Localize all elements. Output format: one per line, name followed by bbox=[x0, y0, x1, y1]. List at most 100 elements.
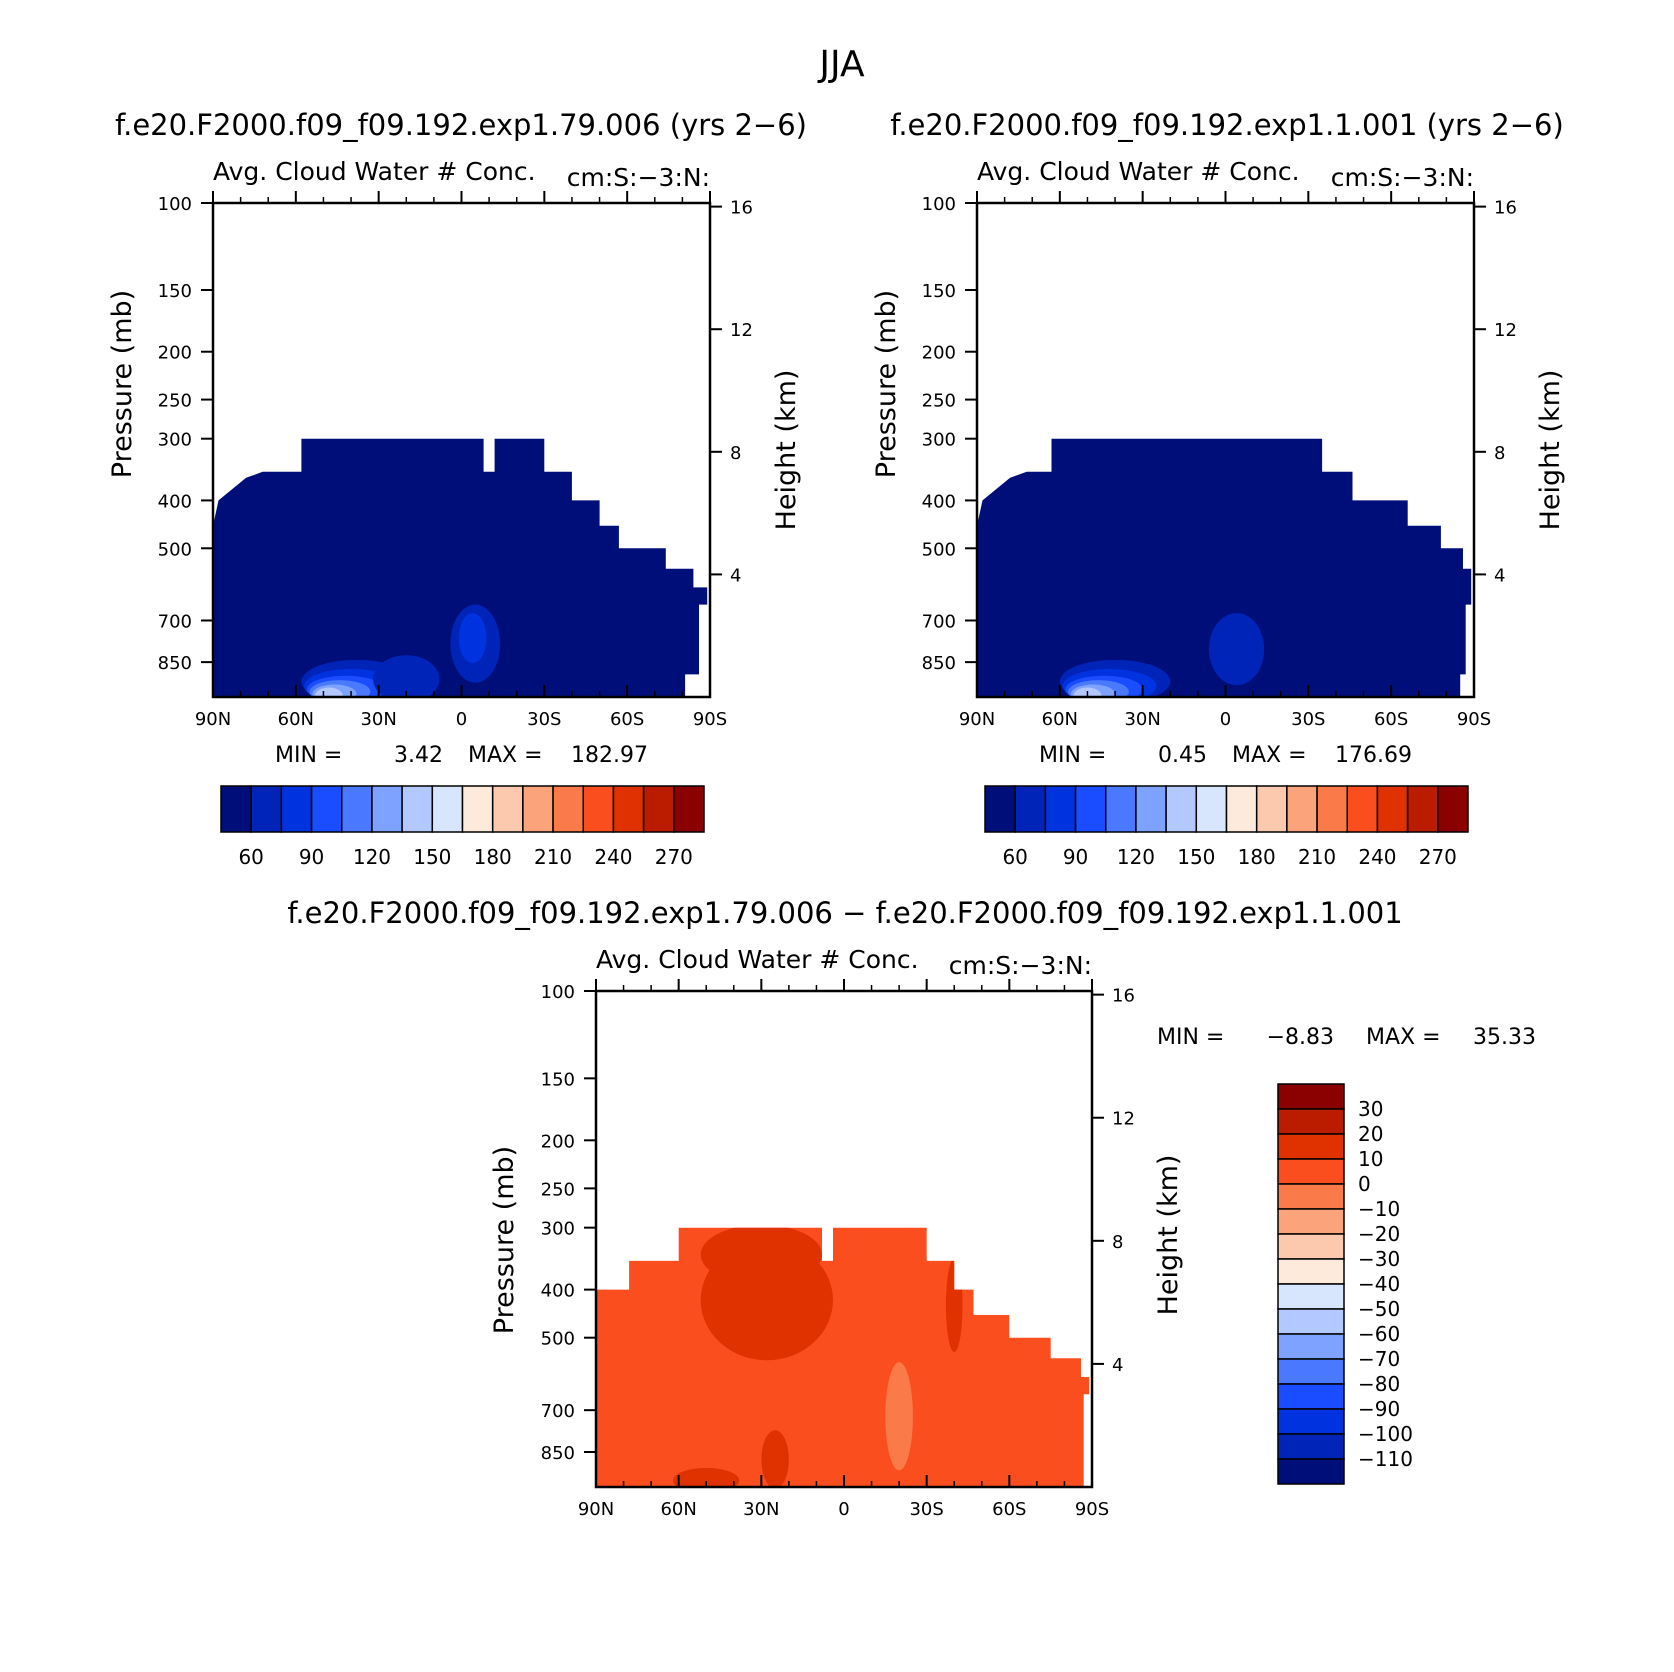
contour-region bbox=[700, 1227, 822, 1285]
x-tick-label: 0 bbox=[1220, 709, 1231, 730]
colorbar-box bbox=[582, 785, 615, 833]
x-tick-label: 30N bbox=[743, 1499, 779, 1520]
colorbar-box bbox=[1316, 785, 1348, 833]
x-tick-label: 60S bbox=[1374, 709, 1408, 730]
colorbar-label: 30 bbox=[1358, 1097, 1383, 1121]
colorbar-label: 150 bbox=[413, 845, 451, 869]
max-label: MAX = bbox=[1366, 1025, 1441, 1050]
colorbar-box bbox=[1277, 1258, 1345, 1285]
colorbar-label: −90 bbox=[1358, 1397, 1400, 1421]
y-tick-label: 100 bbox=[158, 194, 192, 215]
y-right-tick-label: 4 bbox=[730, 565, 741, 586]
contour-region bbox=[885, 1362, 913, 1471]
colorbar-box bbox=[250, 785, 283, 833]
colorbar-label: −20 bbox=[1358, 1222, 1400, 1246]
colorbar-box bbox=[1014, 785, 1047, 833]
colorbar-box bbox=[984, 785, 1016, 833]
colorbar-box bbox=[1225, 785, 1258, 833]
y-tick-label: 500 bbox=[158, 539, 192, 560]
y-tick-label: 300 bbox=[541, 1219, 575, 1240]
x-tick-label: 0 bbox=[838, 1499, 849, 1520]
x-tick-label: 60N bbox=[1042, 709, 1078, 730]
colorbar-box bbox=[371, 785, 403, 833]
colorbar-label: 240 bbox=[594, 845, 632, 869]
colorbar-box bbox=[522, 785, 554, 833]
x-tick-label: 60N bbox=[278, 709, 314, 730]
colorbar-label: 20 bbox=[1358, 1122, 1383, 1146]
x-tick-label: 90S bbox=[693, 709, 727, 730]
y-right-tick-label: 12 bbox=[730, 320, 753, 341]
x-tick-label: 0 bbox=[456, 709, 467, 730]
colorbar-label: 120 bbox=[353, 845, 391, 869]
colorbar-label: 120 bbox=[1117, 845, 1155, 869]
colorbar-box bbox=[673, 785, 705, 833]
contour-region bbox=[373, 655, 440, 697]
x-tick-label: 90S bbox=[1075, 1499, 1109, 1520]
y-tick-label: 150 bbox=[922, 281, 956, 302]
y-axis-label: Pressure (mb) bbox=[489, 1146, 520, 1334]
colorbar-label: −60 bbox=[1358, 1322, 1400, 1346]
variable-subtitle: Avg. Cloud Water # Conc. bbox=[213, 157, 536, 186]
colorbar-box bbox=[280, 785, 313, 833]
y-axis-label: Pressure (mb) bbox=[871, 290, 902, 478]
colorbar-box bbox=[1044, 785, 1077, 833]
x-tick-label: 90N bbox=[959, 709, 995, 730]
contour-region bbox=[458, 613, 487, 664]
x-tick-label: 60N bbox=[660, 1499, 696, 1520]
y-tick-label: 850 bbox=[922, 653, 956, 674]
max-value: 35.33 bbox=[1473, 1025, 1536, 1050]
colorbar-box bbox=[1286, 785, 1318, 833]
colorbar-box bbox=[1255, 785, 1288, 833]
y-tick-label: 250 bbox=[922, 391, 956, 412]
y-tick-label: 850 bbox=[158, 653, 192, 674]
colorbar-box bbox=[310, 785, 343, 833]
contour-region bbox=[673, 1467, 740, 1487]
colorbar-label: 210 bbox=[1298, 845, 1336, 869]
colorbar-label: −30 bbox=[1358, 1247, 1400, 1271]
colorbar-label: 270 bbox=[1419, 845, 1457, 869]
colorbar-label: −50 bbox=[1358, 1297, 1400, 1321]
colorbar-box bbox=[1277, 1208, 1345, 1235]
y-tick-label: 200 bbox=[158, 343, 192, 364]
colorbar-box bbox=[1277, 1458, 1345, 1485]
y-right-tick-label: 8 bbox=[1494, 443, 1505, 464]
units-subtitle: cm:S:−3:N: bbox=[1331, 163, 1474, 192]
colorbar-label: 10 bbox=[1358, 1147, 1383, 1171]
panel-title: f.e20.F2000.f09_f09.192.exp1.79.006 (yrs… bbox=[115, 108, 807, 142]
x-tick-label: 60S bbox=[992, 1499, 1026, 1520]
units-subtitle: cm:S:−3:N: bbox=[949, 951, 1092, 980]
y-tick-label: 400 bbox=[158, 491, 192, 512]
y-tick-label: 100 bbox=[541, 982, 575, 1003]
max-label: MAX = bbox=[468, 743, 543, 768]
y-right-tick-label: 8 bbox=[730, 443, 741, 464]
panel-title: f.e20.F2000.f09_f09.192.exp1.1.001 (yrs … bbox=[890, 108, 1564, 142]
panel-case2: f.e20.F2000.f09_f09.192.exp1.1.001 (yrs … bbox=[871, 108, 1566, 768]
colorbar-box bbox=[1277, 1358, 1345, 1385]
y-tick-label: 700 bbox=[541, 1401, 575, 1422]
colorbar-box bbox=[1277, 1333, 1345, 1360]
colorbar-box bbox=[1277, 1133, 1345, 1160]
x-tick-label: 90N bbox=[578, 1499, 614, 1520]
x-tick-label: 30S bbox=[1291, 709, 1325, 730]
y-tick-label: 250 bbox=[541, 1179, 575, 1200]
x-tick-label: 30N bbox=[360, 709, 396, 730]
y-tick-label: 200 bbox=[922, 343, 956, 364]
colorbar-label: −80 bbox=[1358, 1372, 1400, 1396]
x-tick-label: 90N bbox=[195, 709, 231, 730]
y-right-tick-label: 12 bbox=[1112, 1109, 1135, 1130]
colorbar-label: 0 bbox=[1358, 1172, 1371, 1196]
y-tick-label: 250 bbox=[158, 391, 192, 412]
y-right-tick-label: 16 bbox=[1112, 986, 1135, 1007]
colorbar-label: 90 bbox=[299, 845, 324, 869]
chart-case1: 90N 60N 30N 0 30S 60S 90S 100 150 200 250 300 400 500… bbox=[158, 191, 753, 869]
chart-difference: 90N 60N 30N 0 30S 60S 90S100150200250300400500… bbox=[541, 979, 1413, 1520]
colorbar-box bbox=[461, 785, 494, 833]
data-region bbox=[596, 1227, 1090, 1487]
colorbar-box bbox=[1105, 785, 1137, 833]
y-right-tick-label: 8 bbox=[1112, 1232, 1123, 1253]
max-value: 176.69 bbox=[1335, 743, 1412, 768]
contour-features bbox=[673, 1227, 963, 1487]
colorbar-box bbox=[552, 785, 584, 833]
colorbar-box bbox=[1277, 1383, 1345, 1410]
colorbar-box bbox=[1277, 1083, 1345, 1110]
